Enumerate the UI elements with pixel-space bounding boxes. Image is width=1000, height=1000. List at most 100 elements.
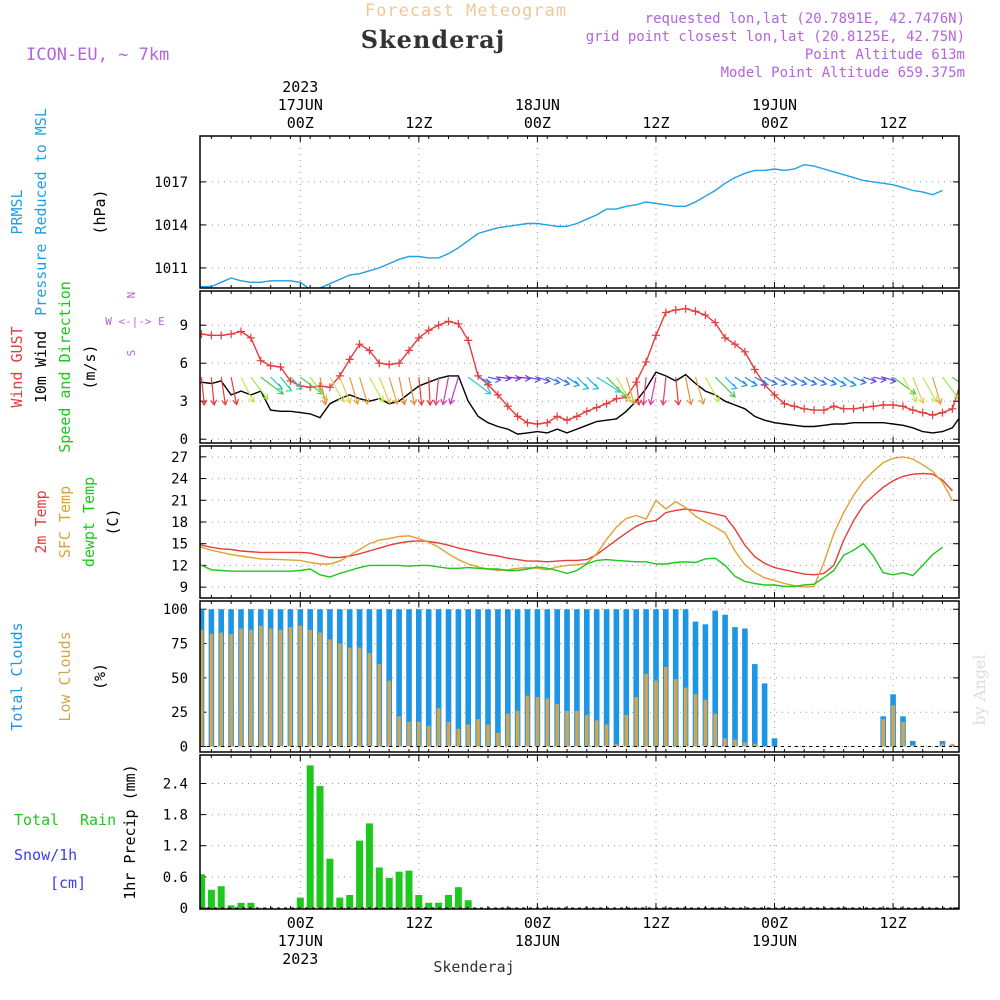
total-rain-bar	[227, 905, 235, 908]
wind-direction-arrow	[280, 376, 293, 392]
total-rain-bar	[247, 902, 255, 908]
low-clouds-bar	[545, 698, 550, 747]
low-clouds-bar	[318, 632, 322, 747]
wind-marks	[188, 304, 959, 435]
wind-direction-arrow	[339, 376, 352, 405]
total-clouds-bar	[593, 609, 600, 747]
gust-marker	[444, 317, 453, 326]
gust-marker	[246, 333, 255, 342]
total-rain-bar	[405, 870, 413, 908]
low-clouds-bar	[565, 710, 569, 747]
total-rain-bar	[356, 840, 364, 908]
low-clouds-bar	[357, 647, 362, 747]
low-clouds-bar	[743, 742, 747, 747]
wind-direction-arrow	[398, 377, 408, 406]
total-clouds-bar	[416, 609, 422, 747]
gust-marker	[365, 346, 374, 355]
wind-direction-arrow	[902, 376, 918, 403]
total-rain-bar	[464, 900, 472, 908]
gust-marker	[266, 361, 275, 370]
wind-direction-arrow	[764, 376, 778, 387]
y-tick-label: 1.2	[163, 839, 188, 855]
total-clouds-bar	[495, 609, 501, 747]
wind-direction-arrow	[358, 376, 370, 406]
y-tick-label: 3	[180, 394, 188, 410]
clouds-axis-label: Low Clouds	[56, 631, 74, 721]
wind-gust-line	[200, 307, 959, 425]
wind-direction-arrow	[440, 377, 450, 406]
low-clouds-bar	[703, 699, 708, 747]
wind-axis-label: Wind GUST	[8, 326, 26, 407]
wind-direction-arrow	[873, 375, 888, 383]
wind-direction-arrow	[843, 376, 857, 388]
temperature-panel: 9 12 15 18 21 24 27 2m Temp SFC Temp dewpt Temp (C…	[32, 445, 960, 599]
total-clouds-bar	[524, 609, 531, 747]
low-clouds-bar	[753, 743, 757, 747]
bottom-hour-label: 12Z	[880, 914, 907, 932]
low-clouds-bar	[328, 639, 332, 747]
low-clouds-bar	[486, 724, 490, 747]
low-clouds-bar	[496, 732, 500, 747]
total-clouds-bar	[742, 628, 748, 747]
footer-location: Skenderaj	[433, 958, 514, 976]
gust-marker	[414, 333, 423, 342]
temperature-marks	[200, 456, 954, 588]
total-clouds-bar	[702, 624, 709, 747]
gust-marker	[898, 402, 907, 411]
compass-south: S	[125, 350, 138, 357]
gust-marker	[819, 406, 828, 415]
top-hour-label: 00Z	[524, 114, 551, 132]
precip-unit-label: [cm]	[50, 874, 86, 892]
wind-panel: 0 3 6 9 Wind GUST 10m Wind Speed and Direction…	[8, 281, 960, 453]
total-clouds-bar	[692, 621, 699, 747]
total-clouds-bar	[445, 609, 452, 747]
gust-marker	[454, 319, 463, 328]
wind-direction-arrow	[744, 376, 759, 388]
sfc-temp-line	[200, 456, 954, 588]
y-tick-label: 25	[171, 705, 188, 721]
y-tick-label: 6	[180, 356, 188, 372]
time-axis-labels: 00Z17JUN00Z17JUN2023202312Z12Z00Z18JUN00…	[278, 78, 907, 968]
y-tick-label: 18	[171, 515, 188, 531]
top-date-label: 18JUN	[515, 96, 560, 114]
low-clouds-bar	[268, 628, 273, 747]
wind-direction-arrow	[615, 376, 631, 403]
wind-direction-arrow	[912, 376, 925, 405]
top-hour-label: 12Z	[880, 114, 907, 132]
total-clouds-bar	[732, 627, 738, 747]
wind-direction-arrow	[635, 377, 643, 407]
pressure-line	[200, 163, 943, 288]
total-rain-bar	[200, 874, 205, 908]
y-tick-label: 1017	[154, 175, 188, 191]
total-clouds-bar	[712, 610, 718, 747]
wind-direction-arrow	[774, 376, 788, 387]
low-clouds-bar	[673, 679, 678, 747]
gust-marker	[286, 376, 295, 385]
wind-direction-arrow	[270, 376, 284, 390]
y-tick-label: 2.4	[163, 777, 188, 793]
wind-direction-arrow	[952, 376, 959, 383]
wind-direction-arrow	[329, 376, 345, 403]
gust-marker	[188, 330, 196, 338]
low-clouds-bar	[397, 716, 401, 747]
gust-marker	[612, 394, 621, 403]
total-clouds-bar	[534, 609, 541, 747]
requested-coords: requested lon,lat (20.7891E, 42.7476N)	[645, 11, 965, 27]
gust-marker	[533, 420, 542, 428]
gust-marker	[642, 357, 651, 366]
low-clouds-bar	[614, 743, 619, 747]
temperature-frame	[199, 445, 960, 599]
gust-marker	[800, 404, 809, 413]
wind-direction-arrow	[210, 377, 218, 407]
total-clouds-bar	[682, 609, 689, 747]
precip-snow-label: Snow/1h	[14, 846, 77, 864]
low-clouds-bar	[190, 616, 194, 746]
wind-direction-arrow	[556, 376, 571, 387]
low-clouds-bar	[634, 697, 638, 747]
wind-direction-arrow	[754, 376, 769, 387]
gust-marker	[681, 304, 690, 313]
temperature-unit-label: (C)	[104, 508, 122, 535]
temperature-axis-label: dewpt Temp	[80, 477, 98, 567]
total-rain-bar	[217, 886, 225, 908]
low-clouds-bar	[249, 629, 253, 747]
